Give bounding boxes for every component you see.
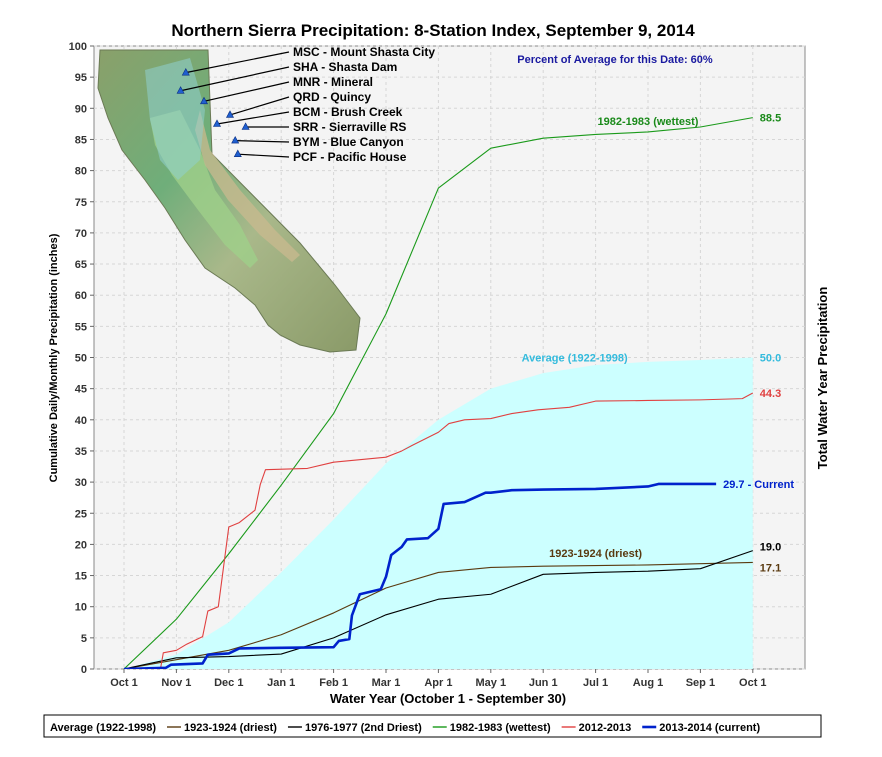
station-marker-icon xyxy=(176,86,185,94)
station-leader-line xyxy=(180,66,290,92)
axes: 0 5 10 15 20 25 30 35 40 45 50 55 60 65 70 75 80 85 90 95 10… xyxy=(69,41,767,689)
x-tick-label: Oct 1 xyxy=(110,677,138,689)
y-tick-label: 95 xyxy=(75,72,87,84)
series-1923-1924-driest xyxy=(123,561,753,669)
station-label: SRR - Sierraville RS xyxy=(293,120,406,134)
end-label-2013-2014-current: 29.7 - Current xyxy=(723,479,794,491)
x-tick-label: Dec 1 xyxy=(214,677,243,689)
y-tick-label: 55 xyxy=(75,321,87,333)
station-marker-icon xyxy=(199,96,209,105)
station-leader-line xyxy=(229,96,290,116)
y-tick-label: 20 xyxy=(75,539,87,551)
inline-label-1982-1983-wettest: 1982-1983 (wettest) xyxy=(598,116,699,128)
legend-item-label: 2012-2013 xyxy=(579,722,632,734)
legend-box xyxy=(43,714,822,738)
y-tick-label: 0 xyxy=(81,664,87,676)
y-axis-label: Cumulative Daily/Monthly Precipitation (… xyxy=(48,233,60,482)
end-label-average-1922-1998: 50.0 xyxy=(760,353,781,365)
series-layer xyxy=(123,117,754,669)
sierra-nevada-shape xyxy=(195,110,300,262)
y-tick-label: 40 xyxy=(75,415,87,427)
end-label-2012-2013: 44.3 xyxy=(760,388,781,400)
legend-item-label: 1976-1977 (2nd Driest) xyxy=(305,722,422,734)
station-leader-line xyxy=(185,51,290,74)
y-tick-label: 70 xyxy=(75,228,87,240)
x-tick-label: Oct 1 xyxy=(739,677,767,689)
station-label: BYM - Blue Canyon xyxy=(293,135,404,149)
legend-item-label: 2013-2014 (current) xyxy=(659,722,760,734)
y-axis-right-label: Total Water Year Precipitation xyxy=(815,287,830,470)
x-axis-label: Water Year (October 1 - September 30) xyxy=(330,691,566,706)
station-marker-icon xyxy=(225,110,235,118)
y-tick-label: 15 xyxy=(75,571,87,583)
y-tick-label: 25 xyxy=(75,508,87,520)
station-label: MNR - Mineral xyxy=(293,75,373,89)
x-tick-label: Sep 1 xyxy=(686,677,715,689)
y-tick-label: 35 xyxy=(75,446,87,458)
x-tick-label: Mar 1 xyxy=(372,677,401,689)
station-label: SHA - Shasta Dam xyxy=(293,60,397,74)
y-tick-label: 85 xyxy=(75,134,87,146)
chart-title: Northern Sierra Precipitation: 8-Station… xyxy=(171,21,695,40)
average-area-layer xyxy=(124,357,753,669)
y-tick-label: 65 xyxy=(75,259,87,271)
series-average-1922-1998 xyxy=(124,357,753,669)
y-tick-label: 90 xyxy=(75,103,87,115)
station-marker-icon xyxy=(181,68,190,76)
inline-label-1923-1924-driest: 1923-1924 (driest) xyxy=(549,548,642,560)
station-marker-icon xyxy=(241,122,250,130)
station-label: PCF - Pacific House xyxy=(293,150,407,164)
station-leader-line xyxy=(203,81,290,102)
y-tick-label: 80 xyxy=(75,166,87,178)
station-label: BCM - Brush Creek xyxy=(293,105,403,119)
station-leader-line xyxy=(237,153,290,158)
y-tick-label: 60 xyxy=(75,290,87,302)
x-tick-label: Jun 1 xyxy=(529,677,558,689)
station-marker-icon xyxy=(212,119,222,127)
inline-label-average-1922-1998: Average (1922-1998) xyxy=(522,353,628,365)
end-label-1982-1983-wettest: 88.5 xyxy=(760,113,781,125)
legend: Average (1922-1998) 1923-1924 (driest) 197… xyxy=(50,722,760,734)
legend-item-label: 1982-1983 (wettest) xyxy=(450,722,551,734)
legend-item-label: Average (1922-1998) xyxy=(50,722,156,734)
station-marker-icon xyxy=(233,149,242,157)
x-tick-label: May 1 xyxy=(476,677,507,689)
end-label-1923-1924-driest: 17.1 xyxy=(760,562,781,574)
series-2012-2013 xyxy=(123,392,754,669)
y-tick-label: 100 xyxy=(69,41,87,53)
series-1976-1977-2nd-driest xyxy=(123,550,753,669)
percent-of-average-note: Percent of Average for this Date: 60% xyxy=(517,54,713,66)
station-label: MSC - Mount Shasta City xyxy=(293,45,435,59)
station-leader-line xyxy=(235,140,290,143)
x-tick-label: Aug 1 xyxy=(633,677,664,689)
y-tick-label: 10 xyxy=(75,602,87,614)
x-tick-label: Jul 1 xyxy=(583,677,608,689)
x-tick-label: Jan 1 xyxy=(267,677,295,689)
x-tick-label: Nov 1 xyxy=(161,677,191,689)
x-tick-label: Apr 1 xyxy=(424,677,452,689)
y-tick-label: 45 xyxy=(75,384,87,396)
end-label-1976-1977-2nd-driest: 19.0 xyxy=(760,542,781,554)
station-marker-icon xyxy=(231,135,240,144)
y-tick-label: 50 xyxy=(75,353,87,365)
y-tick-label: 75 xyxy=(75,197,87,209)
legend-item-label: 1923-1924 (driest) xyxy=(184,722,277,734)
end-labels: 50.0 Average (1922-1998) 17.1 1923-1924 (dr… xyxy=(522,113,795,575)
station-leader-line xyxy=(216,111,290,125)
y-tick-label: 5 xyxy=(81,633,87,645)
y-tick-label: 30 xyxy=(75,477,87,489)
x-tick-label: Feb 1 xyxy=(319,677,348,689)
series-1982-1983-wettest xyxy=(123,117,753,669)
station-label: QRD - Quincy xyxy=(293,90,371,104)
series-2013-2014-current xyxy=(123,482,717,669)
